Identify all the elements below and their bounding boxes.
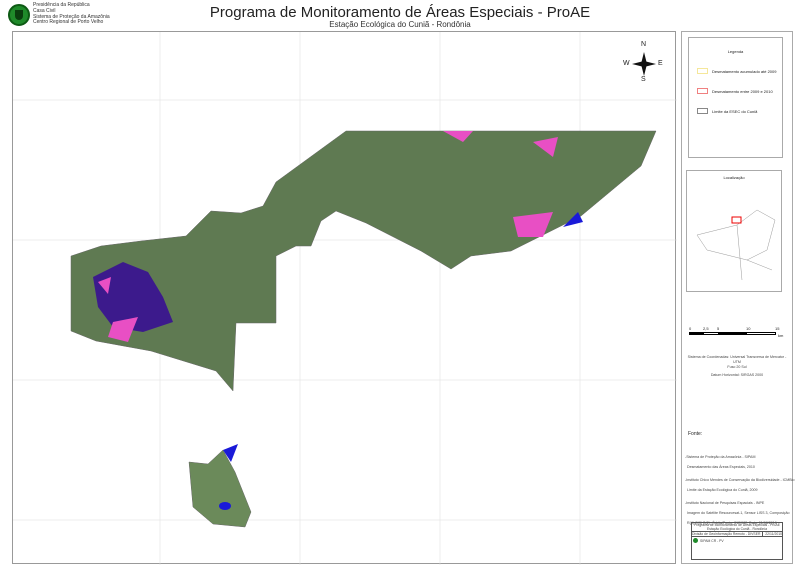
compass-icon xyxy=(632,52,656,76)
legend-swatch xyxy=(697,68,708,74)
institution-line: Presidência da República xyxy=(33,2,90,8)
source-line: -Sistema de Proteção da Amazônia - SIPAM xyxy=(685,455,756,459)
legend-label: Desmatamento acumulado até 2009 xyxy=(712,68,777,74)
institution-block: Presidência da República Casa Civil Sist… xyxy=(33,2,110,26)
deforestation-patch xyxy=(533,137,558,157)
reserve-main-area xyxy=(70,130,657,392)
scale-tick: 0 xyxy=(689,326,692,331)
legend-label: Limite da ESEC do Cuniã xyxy=(712,108,758,114)
side-panel xyxy=(681,31,793,564)
lake xyxy=(219,502,231,510)
compass-south: S xyxy=(641,76,646,83)
source-line: -Instituto Chico Mendes de Conservação d… xyxy=(685,478,795,482)
legend-swatch xyxy=(697,88,708,94)
projection-zone: Fuso 20 Sul xyxy=(727,365,747,369)
source-line: Imagem do Satélite Resourcesat-1, Sensor… xyxy=(685,511,790,515)
compass-rose: N S W E xyxy=(623,41,663,84)
scale-tick: 15 xyxy=(775,326,780,331)
legend: Legenda Desmatamento acumulado até 2009 … xyxy=(688,37,783,158)
source-line: Desmatamento das Áreas Especiais, 2010 xyxy=(685,465,755,469)
deforestation-patch xyxy=(93,262,173,332)
legend-title: Legenda xyxy=(727,49,744,54)
title-block-header: Programa de Monitoramento de Áreas Espec… xyxy=(692,523,782,532)
sipam-logo-small xyxy=(693,538,698,543)
source-line: R(4) G(3) B(2), Órbita/Ponto: 312/082, D… xyxy=(685,521,777,525)
source-line: Limite da Estação Ecológica do Cuniã, 20… xyxy=(685,488,758,492)
title-block-title: Programa de Monitoramento de Áreas Espec… xyxy=(694,523,780,527)
institution-line: Centro Regional de Porto Velho xyxy=(33,19,104,26)
compass-east: E xyxy=(658,60,663,67)
locator-map: Localização xyxy=(686,170,782,292)
sipam-logo xyxy=(8,4,30,26)
locator-title: Localização xyxy=(723,175,745,180)
map-subtitle: Estação Ecológica do Cuniã - Rondônia xyxy=(329,20,471,29)
satellite-map xyxy=(13,32,677,565)
sources-title: Fonte: xyxy=(688,431,703,437)
legend-item: Desmatamento acumulado até 2009 xyxy=(697,68,776,74)
sources-list: -Sistema de Proteção da Amazônia - SIPAM… xyxy=(685,450,795,531)
institution-line: Casa Civil xyxy=(33,7,56,14)
scale-tick: 10 xyxy=(746,326,751,331)
title-block-date: 22/11/2010 xyxy=(762,532,782,536)
title-block: Programa de Monitoramento de Áreas Espec… xyxy=(691,522,783,560)
title-block-dept: Divisão de Geoinformação Remoto - DIVSER xyxy=(692,532,761,536)
reserve-south-area xyxy=(188,449,252,528)
legend-item: Desmatamento entre 2009 e 2010 xyxy=(697,88,773,94)
locator-outline xyxy=(696,209,776,281)
source-line: -Instituto Nacional de Pesquisas Espacia… xyxy=(685,501,765,505)
legend-item: Limite da ESEC do Cuniã xyxy=(697,108,757,114)
projection-info: Sistema de Coordenadas: Universal Transv… xyxy=(685,355,789,378)
projection-system: Sistema de Coordenadas: Universal Transv… xyxy=(687,355,787,364)
river xyxy=(223,444,238,462)
map-title: Programa de Monitoramento de Áreas Espec… xyxy=(209,4,591,21)
river xyxy=(563,212,583,227)
deforestation-patch xyxy=(443,131,473,142)
institution-line: Sistema de Proteção da Amazônia xyxy=(33,13,110,20)
legend-label: Desmatamento entre 2009 e 2010 xyxy=(712,88,773,94)
projection-datum: Datum Horizontal: SIRGAS 2000 xyxy=(710,373,764,377)
title-block-logo-text: SIPAM CR - PV xyxy=(700,538,724,543)
compass-west: W xyxy=(623,60,630,67)
deforestation-patch xyxy=(108,317,138,342)
map-frame[interactable]: N S W E xyxy=(12,31,677,565)
title-block-subtitle: Estação Ecológica do Cuniã - Rondônia xyxy=(707,527,767,531)
scale-tick: 5 xyxy=(717,326,720,331)
scale-unit: km xyxy=(778,333,784,338)
legend-swatch xyxy=(697,108,708,114)
deforestation-patch xyxy=(98,277,111,294)
deforestation-patch xyxy=(513,212,553,237)
compass-north: N xyxy=(641,41,647,48)
scale-bar: 0 2,5 5 10 15 km xyxy=(689,326,785,338)
scale-tick: 2,5 xyxy=(703,326,709,331)
